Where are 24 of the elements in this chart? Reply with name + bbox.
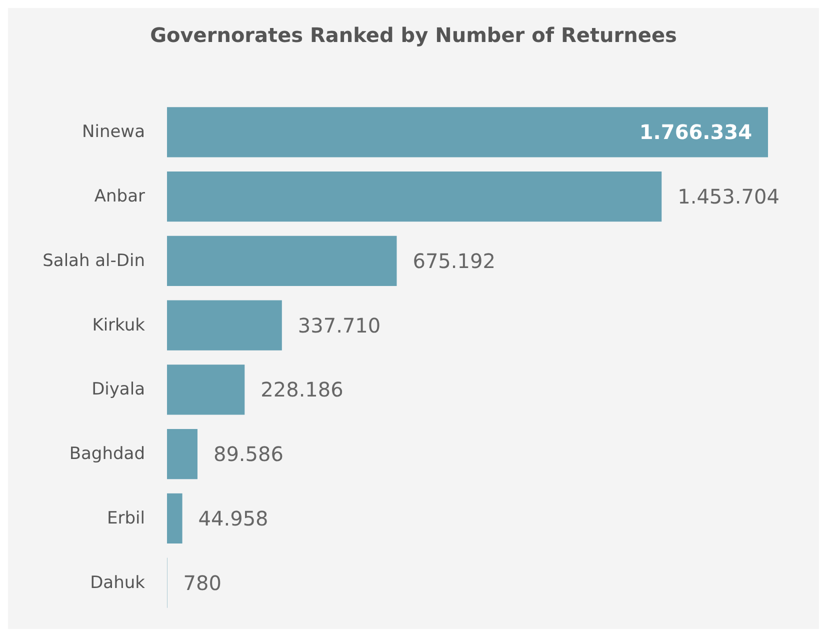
y-tick-label: Baghdad	[69, 444, 145, 464]
data-label: 1.766.334	[639, 120, 752, 144]
chart-title: Governorates Ranked by Number of Returnees	[150, 23, 677, 47]
bar	[167, 428, 198, 480]
bar	[167, 300, 282, 350]
data-label: 89.586	[213, 442, 284, 466]
data-label: 44.958	[198, 506, 268, 530]
bar	[167, 171, 662, 222]
data-label: 228.186	[260, 378, 344, 402]
y-tick-label: Salah al-Din	[42, 250, 145, 271]
data-label: 780	[183, 570, 222, 595]
data-label: 675.192	[412, 248, 496, 273]
bar	[167, 236, 397, 286]
y-tick-label: Anbar	[94, 186, 146, 207]
data-label: 1.453.704	[678, 184, 780, 209]
bar	[167, 107, 768, 158]
bar	[167, 493, 182, 544]
y-tick-label: Diyala	[92, 380, 145, 400]
y-tick-label: Ninewa	[82, 122, 145, 142]
data-label: 337.710	[298, 313, 381, 338]
y-tick-label: Dahuk	[90, 572, 146, 593]
bar	[167, 364, 245, 415]
y-tick-label: Erbil	[107, 508, 145, 528]
y-tick-label: Kirkuk	[92, 315, 146, 336]
